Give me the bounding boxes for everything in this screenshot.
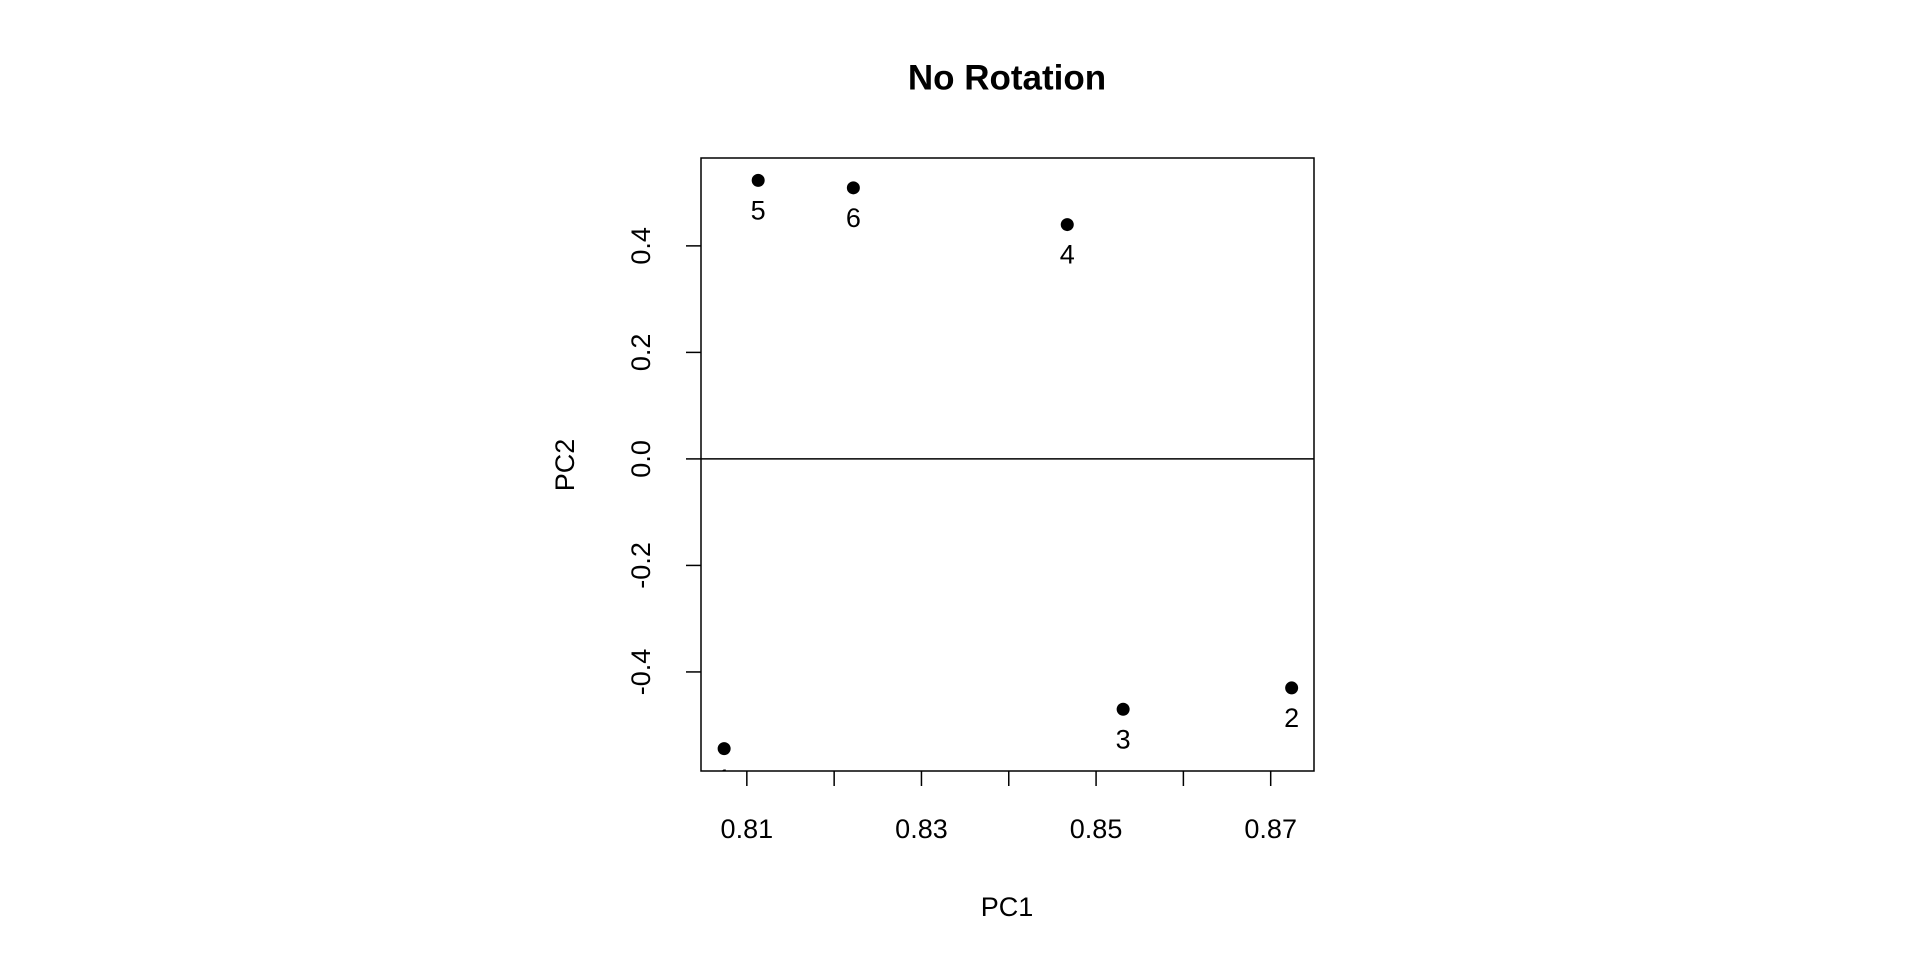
x-tick-label: 0.81 bbox=[721, 814, 774, 844]
x-tick-label: 0.83 bbox=[895, 814, 948, 844]
y-tick-label: -0.2 bbox=[626, 542, 656, 589]
point-label: 2 bbox=[1284, 703, 1299, 733]
point bbox=[1060, 218, 1074, 232]
y-axis-label: PC2 bbox=[550, 439, 580, 492]
y-tick-label: -0.4 bbox=[626, 649, 656, 696]
point bbox=[1285, 681, 1299, 695]
x-axis-label: PC1 bbox=[981, 892, 1034, 922]
y-tick-label: 0.2 bbox=[626, 334, 656, 372]
point bbox=[846, 181, 860, 195]
point-label: 5 bbox=[751, 195, 766, 225]
point-label: 3 bbox=[1116, 724, 1131, 754]
point bbox=[751, 173, 765, 187]
plot-area: 1 2 3 4 5 6 bbox=[701, 173, 1314, 794]
point-label: 4 bbox=[1060, 240, 1075, 270]
x-tick-label: 0.85 bbox=[1070, 814, 1123, 844]
plot-frame bbox=[700, 157, 1315, 772]
chart-title: No Rotation bbox=[908, 58, 1106, 97]
y-tick-label: 0.4 bbox=[626, 227, 656, 265]
x-tick-label: 0.87 bbox=[1244, 814, 1297, 844]
point bbox=[1116, 702, 1130, 716]
point-label: 6 bbox=[846, 203, 861, 233]
point bbox=[717, 742, 731, 756]
y-tick-label: 0.0 bbox=[626, 440, 656, 478]
point-label: 1 bbox=[717, 764, 732, 794]
